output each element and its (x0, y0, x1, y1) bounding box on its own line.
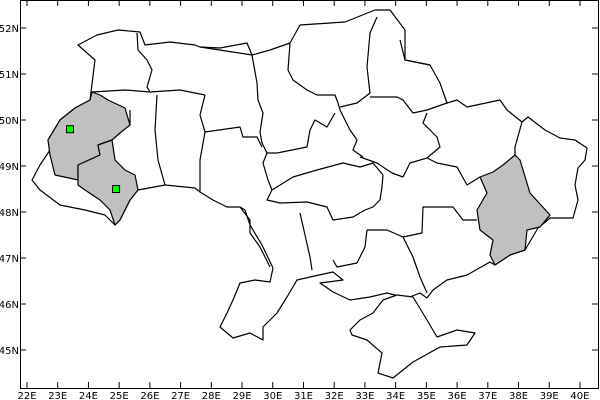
lon-tick-label: 27E (171, 391, 190, 400)
lon-tick-label: 30E (263, 391, 282, 400)
oblast-borders (91, 16, 523, 294)
lon-tick-label: 32E (325, 391, 344, 400)
lon-tick-label: 24E (79, 391, 98, 400)
lon-tick-label: 23E (48, 391, 67, 400)
lat-tick-label: 50N (0, 116, 19, 127)
markers (66, 125, 121, 193)
lat-tick-label: 47N (0, 254, 19, 265)
crimea-outline (349, 294, 476, 379)
highlighted-regions (47, 91, 551, 266)
lon-tick-label: 29E (233, 391, 252, 400)
lat-tick-label: 46N (0, 300, 19, 311)
lon-tick-label: 37E (478, 391, 497, 400)
lon-tick-label: 22E (17, 391, 36, 400)
lon-tick-label: 34E (386, 391, 405, 400)
map-frame (20, 0, 599, 389)
lon-tick-label: 35E (417, 391, 436, 400)
lat-tick-label: 52N (0, 24, 19, 35)
lat-tick-label: 48N (0, 208, 19, 219)
lon-tick-label: 25E (110, 391, 129, 400)
lat-tick-label: 51N (0, 70, 19, 81)
lon-tick-label: 31E (294, 391, 313, 400)
site-marker (66, 125, 75, 134)
lon-tick-label: 28E (202, 391, 221, 400)
lon-tick-label: 26E (140, 391, 159, 400)
lon-tick-label: 36E (448, 391, 467, 400)
lat-tick-label: 49N (0, 162, 19, 173)
site-marker (112, 185, 121, 193)
lon-tick-label: 38E (509, 391, 528, 400)
lon-tick-label: 40E (570, 391, 589, 400)
lon-tick-label: 33E (355, 391, 374, 400)
lat-tick-label: 45N (0, 346, 19, 357)
region-ivano-frankivsk (77, 139, 139, 226)
region-donetsk (476, 154, 551, 266)
lon-tick-label: 39E (540, 391, 559, 400)
